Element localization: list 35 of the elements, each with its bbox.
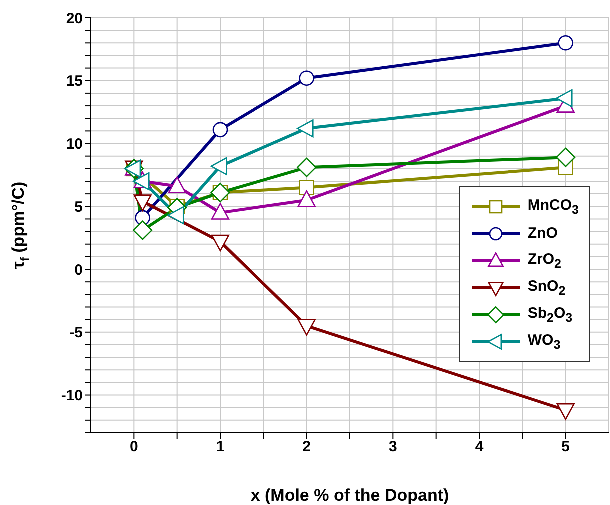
point: [299, 180, 314, 196]
point: [556, 403, 575, 420]
point: [297, 158, 317, 178]
point: [212, 122, 228, 138]
legend-label: Sb$_{2}$O$_{3}$: [528, 304, 573, 324]
x-axis-title: x (Mole % of the Dopant): [250, 486, 450, 505]
y-tick-label: 5: [74, 198, 83, 216]
legend-label: ZrO$_{2}$: [528, 250, 562, 270]
y-tick-label: 10: [66, 136, 83, 154]
point: [210, 157, 228, 176]
point: [134, 194, 152, 212]
point: [556, 89, 573, 108]
legend-label: WO$_{3}$: [528, 332, 561, 352]
y-tick-label: 0: [74, 262, 83, 279]
y-tick-label: 15: [66, 73, 83, 90]
x-tick-label: 1: [216, 438, 225, 456]
x-tick-label: 4: [475, 438, 484, 456]
y-tick-label: 20: [66, 10, 83, 28]
y-tick-label: -5: [70, 324, 83, 342]
y-tick-label: -10: [61, 388, 83, 405]
point: [297, 120, 314, 138]
point: [558, 36, 574, 51]
x-tick-label: 5: [562, 438, 570, 456]
legend-label: ZnO: [528, 225, 558, 242]
legend-label: MnCO$_{3}$: [528, 196, 579, 216]
x-tick-label: 3: [388, 438, 398, 456]
point: [556, 148, 576, 168]
point: [299, 70, 314, 86]
point: [133, 220, 153, 240]
x-tick-label: 2: [302, 438, 312, 456]
x-tick-label: 0: [130, 438, 138, 456]
legend-label: SnO$_{2}$: [528, 278, 566, 298]
point: [211, 234, 230, 252]
point: [168, 206, 184, 224]
point: [298, 319, 316, 336]
